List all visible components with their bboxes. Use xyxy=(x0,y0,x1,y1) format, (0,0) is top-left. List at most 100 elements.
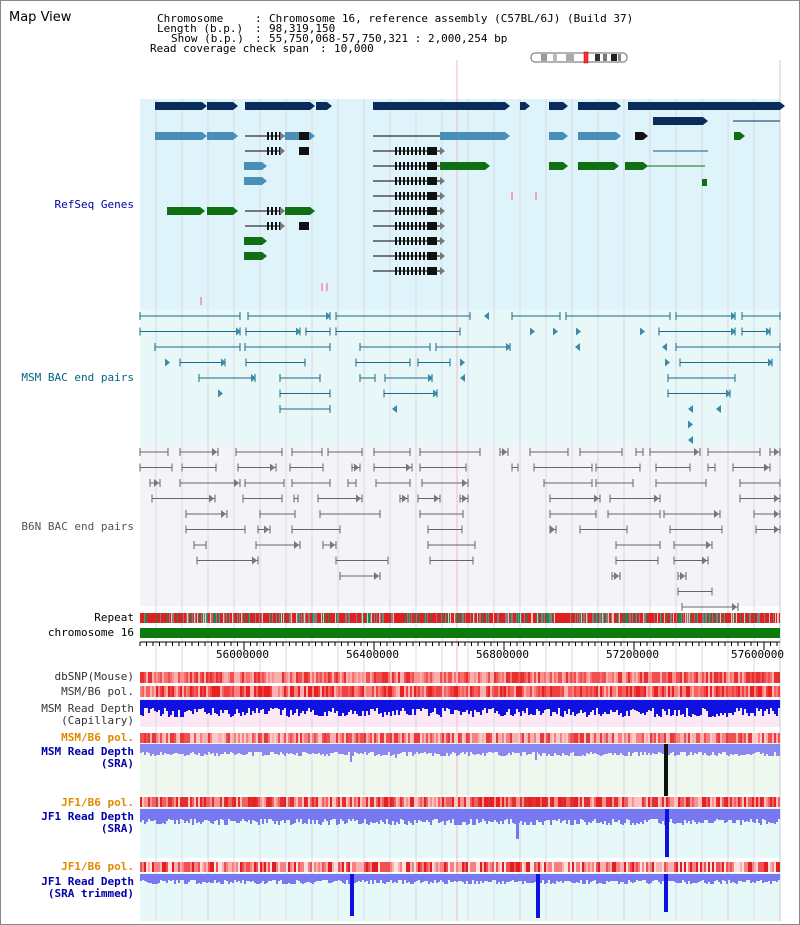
repeat-element xyxy=(386,613,387,623)
heat-cell xyxy=(234,733,236,743)
track-label-dbsnp[interactable]: dbSNP(Mouse) xyxy=(54,670,134,683)
depth-bar xyxy=(372,809,374,823)
heat-cell xyxy=(388,686,390,697)
heat-cell xyxy=(244,672,246,683)
heat-cell xyxy=(454,797,456,807)
heat-cell xyxy=(546,797,548,807)
heat-cell xyxy=(530,686,532,697)
repeat-element xyxy=(244,613,245,623)
depth-bar xyxy=(764,809,766,820)
heat-cell xyxy=(582,862,584,872)
heat-cell xyxy=(762,672,764,683)
heat-cell xyxy=(698,862,700,872)
track-label-jf1-b6-pol[interactable]: JF1/B6 pol. xyxy=(61,796,134,809)
depth-bar xyxy=(254,874,256,883)
heat-cell xyxy=(526,797,528,807)
repeat-element xyxy=(315,613,316,623)
repeat-element xyxy=(676,613,677,623)
depth-bar xyxy=(584,700,586,712)
repeat-element xyxy=(639,613,640,623)
track-label-refseq[interactable]: RefSeq Genes xyxy=(54,198,134,211)
heat-cell xyxy=(404,686,406,697)
heat-cell xyxy=(412,686,414,697)
heat-cell xyxy=(546,672,548,683)
heat-cell xyxy=(158,797,160,807)
heat-cell xyxy=(262,862,264,872)
repeat-element xyxy=(547,613,548,623)
track-label-jf1-depth-sra-1[interactable]: JF1 Read Depth xyxy=(41,810,134,823)
depth-bar xyxy=(476,744,478,754)
heat-cell xyxy=(426,686,428,697)
heat-cell xyxy=(324,686,326,697)
heat-cell xyxy=(282,797,284,807)
heat-cell xyxy=(156,862,158,872)
heat-cell xyxy=(166,733,168,743)
heat-cell xyxy=(418,862,420,872)
depth-bar xyxy=(352,809,354,819)
repeat-element xyxy=(239,613,240,623)
heat-cell xyxy=(600,797,602,807)
depth-bar xyxy=(510,700,512,715)
gene-exon xyxy=(427,147,437,155)
heat-cell xyxy=(572,672,574,683)
heat-cell xyxy=(684,862,686,872)
heat-cell xyxy=(190,862,192,872)
depth-bar xyxy=(296,874,298,880)
depth-bar xyxy=(510,744,512,755)
heat-cell xyxy=(196,733,198,743)
heat-cell xyxy=(732,672,734,683)
heat-cell xyxy=(164,797,166,807)
gene-arrow xyxy=(200,207,205,215)
repeat-element xyxy=(157,613,158,623)
heat-cell xyxy=(384,733,386,743)
track-label-jf1-b6-pol-2[interactable]: JF1/B6 pol. xyxy=(61,860,134,873)
heat-cell xyxy=(242,797,244,807)
heat-cell xyxy=(160,686,162,697)
depth-bar xyxy=(260,700,262,710)
repeat-element xyxy=(436,613,437,623)
depth-bar xyxy=(340,700,342,716)
depth-bar xyxy=(256,809,258,822)
ideogram-position-marker xyxy=(583,51,589,64)
track-label-msm-depth-sra-1[interactable]: MSM Read Depth xyxy=(41,745,134,758)
heat-cell xyxy=(270,686,272,697)
depth-bar xyxy=(566,874,568,881)
heat-cell xyxy=(712,862,714,872)
repeat-element xyxy=(567,613,568,623)
repeat-element xyxy=(400,613,401,623)
heat-cell xyxy=(688,686,690,697)
depth-bar xyxy=(700,809,702,823)
track-label-repeat[interactable]: Repeat xyxy=(94,611,134,624)
heat-cell xyxy=(406,733,408,743)
heat-cell xyxy=(480,686,482,697)
track-label-msm-b6-pol-2[interactable]: MSM/B6 pol. xyxy=(61,731,134,744)
depth-bar xyxy=(384,874,386,884)
track-label-msm-b6-pol[interactable]: MSM/B6 pol. xyxy=(61,685,134,698)
depth-bar xyxy=(552,744,554,756)
track-label-msm-bac[interactable]: MSM BAC end pairs xyxy=(21,371,134,384)
heat-cell xyxy=(232,686,234,697)
heat-cell xyxy=(628,733,630,743)
repeat-element xyxy=(717,613,718,623)
depth-bar xyxy=(370,744,372,752)
depth-bar xyxy=(622,744,624,755)
depth-bar xyxy=(210,874,212,883)
track-label-b6n-bac[interactable]: B6N BAC end pairs xyxy=(21,520,134,533)
depth-bar xyxy=(298,700,300,716)
depth-bar xyxy=(526,874,528,883)
depth-bar xyxy=(522,744,524,752)
heat-cell xyxy=(444,672,446,683)
repeat-element xyxy=(297,613,298,623)
heat-cell xyxy=(544,672,546,683)
heat-cell xyxy=(764,797,766,807)
depth-bar xyxy=(686,874,688,884)
heat-cell xyxy=(760,797,762,807)
track-label-msm-depth-cap-1[interactable]: MSM Read Depth xyxy=(41,702,134,715)
depth-bar xyxy=(528,744,530,754)
depth-bar xyxy=(630,809,632,825)
track-label-jf1-depth-trim-1[interactable]: JF1 Read Depth xyxy=(41,875,134,888)
depth-bar xyxy=(258,809,260,825)
heat-cell xyxy=(620,686,622,697)
heat-cell xyxy=(256,672,258,683)
heat-cell xyxy=(456,733,458,743)
